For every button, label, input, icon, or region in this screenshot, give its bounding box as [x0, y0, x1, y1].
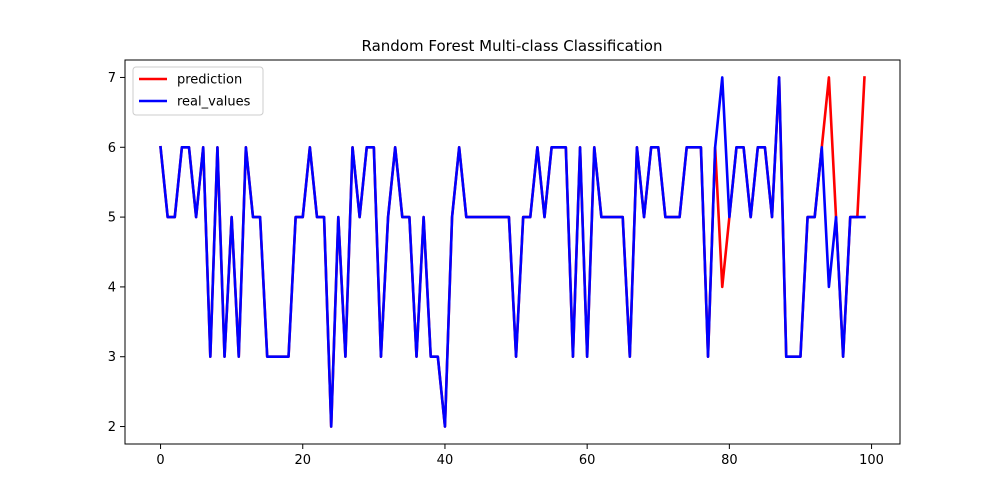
series-line-real-values [159, 76, 866, 428]
y-tick-label: 5 [108, 211, 116, 226]
axes: 0 20 40 60 80 100 2 3 4 5 6 7 [108, 59, 901, 468]
y-tick-label: 7 [108, 71, 116, 86]
legend-label-prediction: prediction [177, 73, 242, 88]
y-tick-label: 4 [108, 280, 116, 295]
y-tick-label: 3 [108, 350, 116, 365]
x-tick-label: 40 [437, 453, 454, 468]
series-group [159, 76, 866, 428]
x-tick-label: 20 [294, 453, 311, 468]
axes-frame [124, 59, 901, 445]
legend: prediction real_values [132, 66, 264, 116]
x-tick-label: 100 [859, 453, 884, 468]
x-tick-label: 0 [156, 453, 164, 468]
y-tick-label: 2 [108, 420, 116, 435]
plot-area [159, 76, 866, 428]
x-tick-label: 80 [721, 453, 738, 468]
legend-label-real-values: real_values [177, 95, 251, 110]
x-tick-label: 60 [579, 453, 596, 468]
y-tick-label: 6 [108, 141, 116, 156]
chart-title: Random Forest Multi-class Classification [361, 37, 662, 55]
